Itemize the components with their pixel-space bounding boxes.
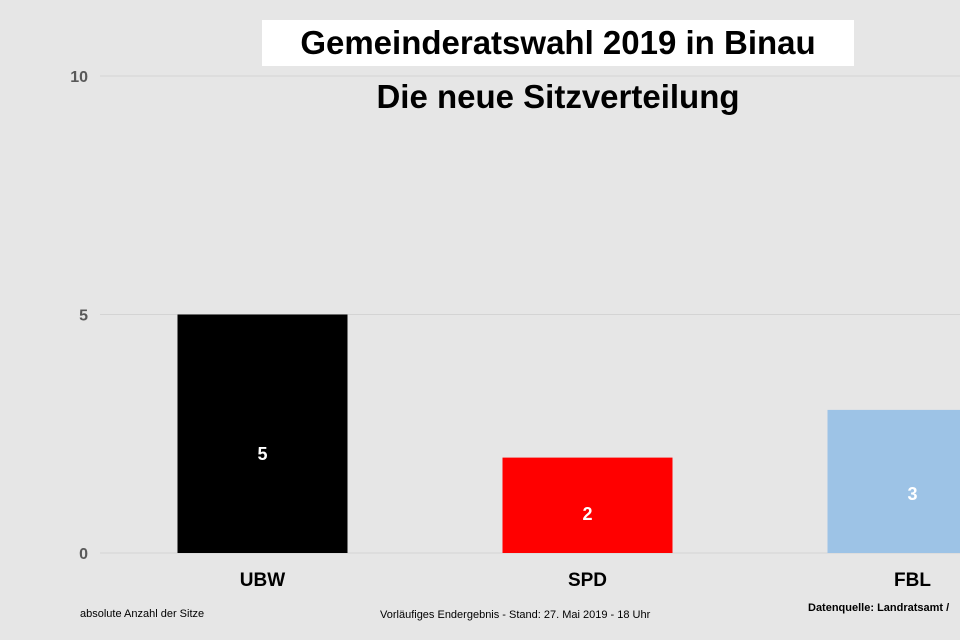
data-label: 2 [582,504,592,524]
x-tick-label: SPD [568,570,607,591]
chart-subtitle: Die neue Sitzverteilung [376,78,740,115]
y-tick-label: 10 [70,69,88,86]
footer-status-note: Vorläufiges Endergebnis - Stand: 27. Mai… [380,609,651,621]
y-tick-label: 5 [79,308,88,325]
bar [502,457,673,553]
chart-title: Gemeinderatswahl 2019 in Binau [300,24,816,61]
bar [827,409,960,553]
data-label: 5 [257,444,267,464]
x-tick-label: FBL [894,570,931,591]
x-tick-label: UBW [240,570,285,591]
title-background [262,20,854,66]
y-tick-label: 0 [79,546,88,563]
bar [177,314,348,553]
footer-source-note: Datenquelle: Landratsamt / [808,602,950,614]
footer-axis-note: absolute Anzahl der Sitze [80,608,205,620]
data-label: 3 [907,484,917,504]
